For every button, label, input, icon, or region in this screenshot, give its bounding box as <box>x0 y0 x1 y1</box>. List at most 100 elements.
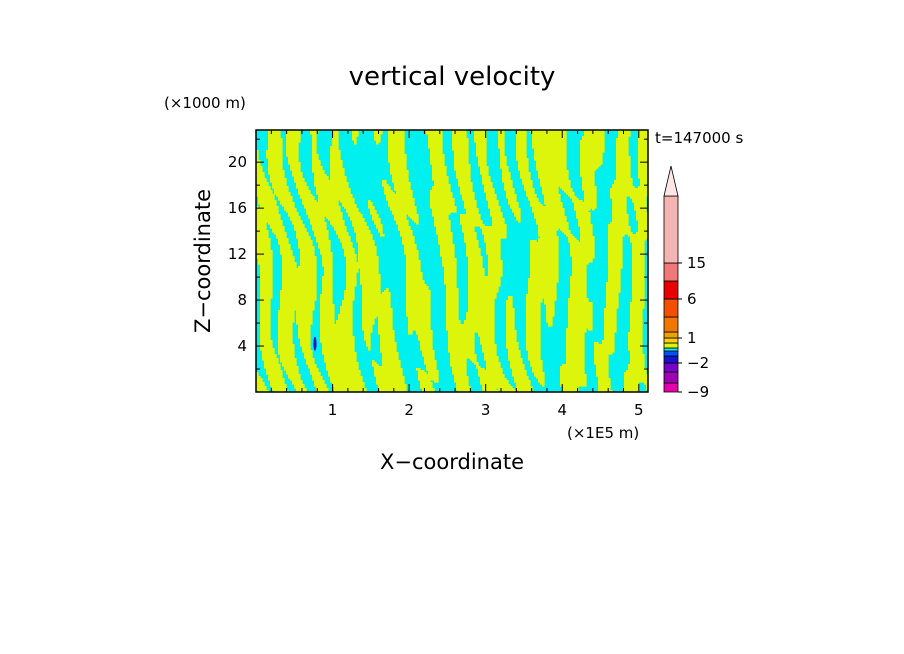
positive-region <box>282 286 317 289</box>
positive-region <box>486 196 497 199</box>
positive-region <box>566 362 585 365</box>
positive-region <box>460 220 483 223</box>
positive-region <box>612 214 629 217</box>
positive-region <box>298 238 311 241</box>
positive-region <box>320 340 355 343</box>
positive-region <box>304 204 339 207</box>
positive-region <box>638 162 648 165</box>
positive-region <box>320 318 335 321</box>
positive-region <box>388 134 405 137</box>
positive-region <box>456 386 471 389</box>
positive-region <box>256 388 267 391</box>
positive-region <box>298 328 311 331</box>
positive-region <box>614 182 633 185</box>
positive-region <box>290 166 301 169</box>
positive-region <box>506 326 515 329</box>
positive-region <box>606 282 621 285</box>
positive-region <box>610 192 648 195</box>
positive-region <box>280 306 315 309</box>
positive-region <box>276 194 291 197</box>
positive-region <box>434 218 449 221</box>
positive-region <box>260 290 273 293</box>
positive-region <box>530 272 559 275</box>
positive-region <box>582 180 595 183</box>
positive-region <box>500 162 507 165</box>
positive-region <box>316 238 329 241</box>
positive-region <box>394 186 411 189</box>
positive-region <box>612 208 627 211</box>
positive-region <box>584 198 597 201</box>
positive-region <box>404 250 419 253</box>
positive-region <box>466 318 495 321</box>
positive-region <box>320 298 333 301</box>
positive-region <box>480 166 489 169</box>
positive-region <box>260 204 277 207</box>
positive-region <box>526 344 541 347</box>
positive-region <box>380 232 383 235</box>
positive-region <box>318 194 353 197</box>
positive-region <box>606 296 619 299</box>
positive-region <box>624 386 639 389</box>
positive-region <box>260 282 273 285</box>
positive-region <box>268 146 283 149</box>
positive-region <box>460 222 483 225</box>
positive-region <box>526 314 541 317</box>
positive-region <box>632 256 645 259</box>
positive-region <box>536 376 545 379</box>
positive-region <box>506 344 519 347</box>
positive-region <box>510 362 523 365</box>
positive-region <box>570 284 587 287</box>
positive-region <box>610 190 648 193</box>
positive-region <box>516 142 527 145</box>
positive-region <box>256 390 269 392</box>
positive-region <box>566 348 585 351</box>
positive-region <box>488 264 503 267</box>
positive-region <box>330 150 341 153</box>
positive-region <box>584 132 605 135</box>
positive-region <box>346 274 357 277</box>
positive-region <box>468 286 499 289</box>
positive-region <box>478 160 487 163</box>
positive-region <box>638 140 648 143</box>
positive-region <box>256 154 259 157</box>
positive-region <box>578 220 591 223</box>
positive-region <box>546 314 555 317</box>
positive-region <box>392 174 409 177</box>
positive-region <box>374 372 403 375</box>
positive-region <box>320 324 353 327</box>
positive-region <box>630 350 643 353</box>
positive-region <box>530 246 559 249</box>
positive-region <box>596 364 609 367</box>
positive-region <box>406 290 431 293</box>
positive-region <box>358 258 379 261</box>
positive-region <box>390 164 407 167</box>
positive-region <box>446 288 459 291</box>
positive-region <box>256 234 269 237</box>
positive-region <box>604 310 617 313</box>
positive-region <box>526 192 535 195</box>
positive-region <box>486 192 495 195</box>
positive-region <box>546 306 555 309</box>
positive-region <box>576 210 589 213</box>
positive-region <box>430 154 445 157</box>
positive-region <box>464 202 477 205</box>
positive-region <box>368 200 371 203</box>
positive-region <box>342 246 353 249</box>
positive-region <box>536 162 567 165</box>
positive-region <box>608 270 621 273</box>
positive-region <box>566 234 573 237</box>
positive-region <box>476 152 487 155</box>
positive-region <box>288 158 299 161</box>
positive-region <box>256 222 267 225</box>
positive-region <box>326 368 359 371</box>
positive-region <box>632 198 647 201</box>
positive-region <box>638 224 648 227</box>
positive-region <box>378 320 393 323</box>
positive-region <box>256 170 263 173</box>
positive-region <box>502 174 511 177</box>
positive-region <box>380 234 385 237</box>
positive-region <box>426 364 437 367</box>
positive-region <box>290 164 301 167</box>
positive-region <box>616 168 631 171</box>
positive-region <box>300 262 317 265</box>
